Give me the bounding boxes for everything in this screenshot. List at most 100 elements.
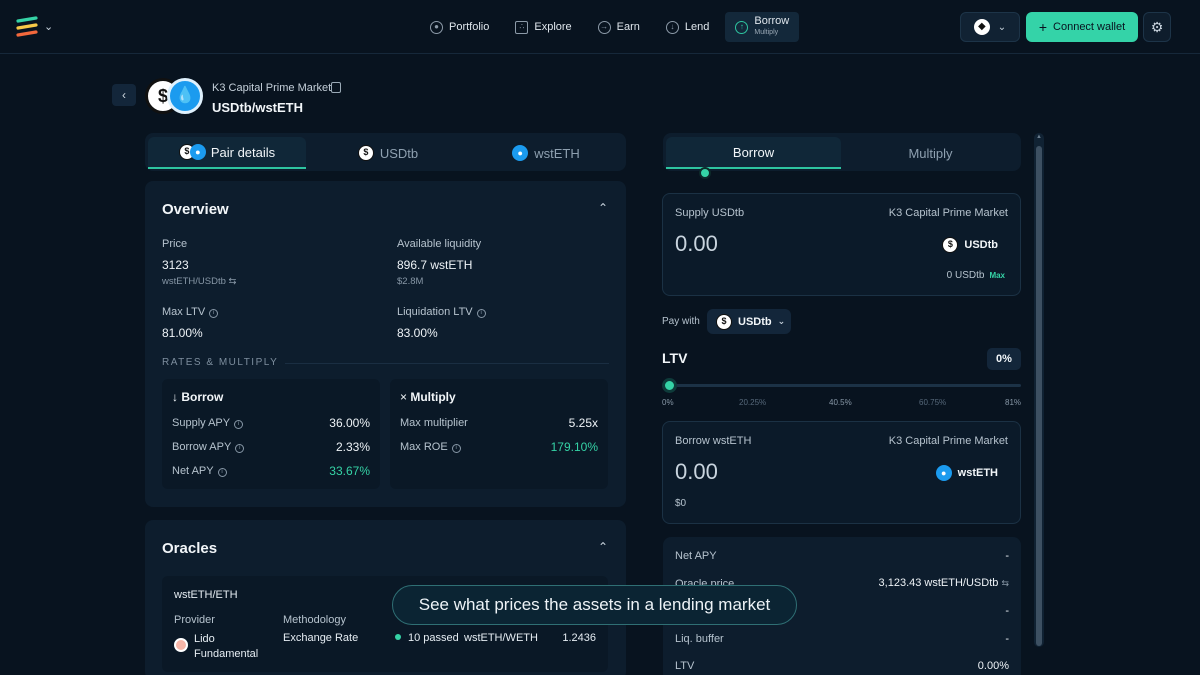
- info-icon[interactable]: i: [234, 420, 244, 429]
- ethereum-icon: ◆: [973, 19, 990, 35]
- supply-balance: 0 USDtb Max: [947, 270, 1005, 281]
- page-title: USDtb/wstETH: [212, 100, 303, 115]
- tab-label: Multiply: [908, 145, 953, 161]
- multiply-rates-card: × Multiply Max multiplier 5.25x Max ROE i…: [390, 379, 608, 489]
- supply-label: Supply USDtb: [675, 207, 745, 219]
- connect-wallet-label: Connect wallet: [1053, 21, 1126, 33]
- nav-lend[interactable]: ↓ Lend: [656, 12, 719, 42]
- ltv-tick: 20.25%: [739, 398, 767, 407]
- supply-amount-input[interactable]: 0.00: [675, 231, 718, 256]
- nav-earn[interactable]: → Earn: [588, 12, 650, 42]
- tab-borrow[interactable]: Borrow: [666, 137, 841, 169]
- app-logo-icon[interactable]: [16, 16, 40, 38]
- copy-icon[interactable]: [331, 82, 341, 93]
- connect-wallet-button[interactable]: + Connect wallet: [1026, 12, 1138, 42]
- borrow-rates-title-text: Borrow: [181, 390, 224, 404]
- info-icon[interactable]: i: [235, 444, 245, 453]
- borrow-box: Borrow wstETH K3 Capital Prime Market 0.…: [662, 421, 1021, 524]
- nav-label: Portfolio: [449, 21, 490, 33]
- supply-balance-text: 0 USDtb: [946, 270, 985, 281]
- borrow-amount-input[interactable]: 0.00: [675, 459, 718, 484]
- supply-token: $ USDtb: [942, 237, 998, 253]
- overview-card: Overview ⌃ Price 3123 wstETH/USDtb ⇆ Ava…: [145, 181, 626, 507]
- chevron-down-icon[interactable]: ⌄: [44, 21, 54, 33]
- chevron-up-icon[interactable]: ⌃: [597, 540, 608, 554]
- max-button[interactable]: Max: [989, 271, 1005, 280]
- row-label: Net APY: [172, 465, 214, 477]
- info-icon[interactable]: i: [451, 444, 461, 453]
- tab-label: Borrow: [732, 144, 775, 160]
- pay-with-token: USDtb: [738, 315, 772, 328]
- max-multiplier-value: 5.25x: [568, 416, 598, 430]
- nav-sublabel: Multiply: [754, 29, 779, 36]
- tab-usdtb[interactable]: $ USDtb: [309, 137, 467, 169]
- usdtb-token-icon: $: [942, 237, 959, 253]
- nav-portfolio[interactable]: ● Portfolio: [420, 12, 499, 42]
- tab-label: Pair details: [210, 144, 276, 160]
- provider-label: Provider: [174, 614, 215, 626]
- wsteth-token-icon: ●: [935, 465, 952, 481]
- tab-wsteth[interactable]: ● wstETH: [467, 137, 625, 169]
- tab-pair-details[interactable]: $ ● Pair details: [148, 137, 306, 169]
- wsteth-token-icon: 💧: [167, 78, 203, 114]
- price-label: Price: [162, 238, 188, 250]
- swap-icon: ⇆: [228, 276, 237, 287]
- max-roe-label: Max ROE i: [400, 441, 461, 453]
- step-indicator: [699, 167, 711, 179]
- row-label: Supply APY: [172, 417, 231, 429]
- back-button[interactable]: ‹: [112, 84, 136, 106]
- top-bar: ⌄ ● Portfolio ∴ Explore → Earn ↓ Lend ↑ …: [0, 0, 1200, 54]
- pay-with-selector[interactable]: $ USDtb ⌄: [707, 309, 791, 334]
- rates-heading: RATES & MULTIPLY: [162, 357, 279, 368]
- nav-borrow-text: Borrow Multiply: [754, 16, 789, 38]
- asset-tabs: $ ● Pair details $ USDtb ● wstETH: [145, 133, 626, 171]
- plus-icon: +: [1038, 19, 1048, 35]
- stat-value-text: 3,123.43 wstETH/USDtb: [878, 577, 999, 589]
- supply-market: K3 Capital Prime Market: [888, 207, 1008, 219]
- net-apy-label: Net APY i: [172, 465, 227, 477]
- gear-icon: ⚙: [1150, 18, 1164, 35]
- nav-borrow[interactable]: ↑ Borrow Multiply: [725, 12, 800, 42]
- nav-label: Explore: [534, 21, 572, 33]
- borrow-market: K3 Capital Prime Market: [888, 435, 1008, 447]
- price-value: 3123: [162, 258, 189, 272]
- price-unit[interactable]: wstETH/USDtb ⇆: [162, 276, 236, 287]
- max-multiplier-label: Max multiplier: [400, 417, 468, 429]
- pair-mini-icon: $ ●: [178, 144, 206, 160]
- nav-label: Lend: [684, 21, 710, 33]
- stat-label: Liq. buffer: [675, 633, 724, 645]
- info-icon[interactable]: i: [209, 309, 219, 318]
- scroll-up-icon[interactable]: ▲: [1036, 134, 1042, 140]
- tab-label: wstETH: [534, 145, 580, 161]
- oracle-rate: 1.2436: [562, 632, 596, 644]
- ltv-tick: 40.5%: [829, 398, 852, 407]
- info-icon[interactable]: i: [476, 309, 486, 318]
- info-icon[interactable]: i: [217, 468, 227, 477]
- ltv-slider-handle[interactable]: [662, 378, 677, 393]
- net-apy-value: 33.67%: [329, 464, 370, 478]
- network-selector[interactable]: ◆ ⌄: [960, 12, 1020, 42]
- provider-value-text: Lido Fundamental: [194, 633, 259, 660]
- chevron-up-icon[interactable]: ⌃: [597, 201, 608, 215]
- swap-icon[interactable]: ⇆: [1001, 578, 1009, 588]
- scrollbar-thumb[interactable]: [1036, 146, 1042, 646]
- borrow-rates-title: ↓ Borrow: [172, 390, 223, 404]
- pay-with-label: Pay with: [662, 316, 700, 327]
- liquidation-ltv-value: 83.00%: [397, 326, 438, 340]
- settings-button[interactable]: ⚙: [1143, 12, 1171, 42]
- liquidity-label: Available liquidity: [397, 238, 482, 250]
- stat-value: 3,123.43 wstETH/USDtb ⇆: [879, 577, 1009, 589]
- tab-multiply[interactable]: Multiply: [843, 137, 1018, 169]
- borrow-usd: $0: [675, 498, 687, 509]
- tab-label: USDtb: [379, 145, 419, 161]
- supply-token-label: USDtb: [964, 239, 998, 251]
- liquidity-value: 896.7 wstETH: [397, 258, 473, 272]
- stat-value: -: [1005, 605, 1009, 617]
- nav-label: Earn: [616, 21, 640, 33]
- supply-apy-label: Supply APY i: [172, 417, 244, 429]
- stat-label: LTV: [675, 660, 695, 672]
- nav-explore[interactable]: ∴ Explore: [505, 12, 581, 42]
- ltv-slider-track[interactable]: [668, 384, 1021, 387]
- close-icon: ×: [400, 390, 408, 404]
- stat-value: -: [1005, 550, 1009, 562]
